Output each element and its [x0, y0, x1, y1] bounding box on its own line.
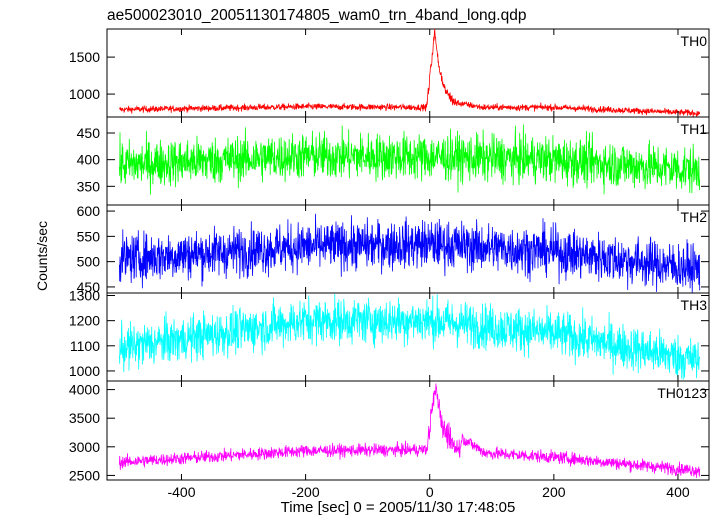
y-tick-label: 450	[77, 279, 101, 295]
series-th0	[119, 28, 701, 118]
y-tick-label: 350	[77, 178, 101, 194]
panel-th2: 450 500 550 600 TH2	[77, 203, 710, 295]
series-th3	[119, 293, 701, 380]
panel-frame	[106, 380, 710, 481]
y-tick-label: 2500	[69, 467, 100, 483]
x-tick-label: 0	[426, 484, 434, 500]
panel-name: TH0123	[657, 385, 707, 401]
panel-frame	[106, 28, 710, 118]
panel-th1: 350 400 450 TH1	[77, 116, 710, 206]
panels: 1000 1500 TH0 350 400 450 TH1 450 500 550 600 TH2 10…	[69, 28, 710, 500]
y-tick-label: 1300	[69, 288, 100, 304]
panel-name: TH0	[681, 33, 708, 49]
y-axis-label: Counts/sec	[34, 221, 50, 291]
y-tick-label: 500	[77, 254, 101, 270]
panel-name: TH3	[681, 297, 708, 313]
series-th0123	[119, 383, 701, 478]
x-tick-label: 200	[542, 484, 566, 500]
y-tick-label: 4000	[69, 382, 100, 398]
x-tick-label: -200	[292, 484, 320, 500]
y-tick-label: 600	[77, 203, 101, 219]
x-axis-label: Time [sec] 0 = 2005/11/30 17:48:05	[281, 499, 516, 516]
y-tick-label: 1500	[69, 49, 100, 65]
y-tick-label: 450	[77, 125, 101, 141]
y-tick-label: 1100	[70, 338, 100, 354]
y-tick-label: 1200	[69, 313, 100, 329]
panel-name: TH1	[681, 121, 708, 137]
series-th2	[119, 213, 701, 294]
y-tick-label: 1000	[69, 363, 100, 379]
y-tick-label: 550	[77, 228, 101, 244]
y-tick-label: 1000	[69, 86, 100, 102]
panel-name: TH2	[681, 209, 708, 225]
panel-th0123: 2500 3000 3500 4000 TH0123	[69, 380, 710, 483]
x-tick-label: 400	[666, 484, 690, 500]
panel-th0: 1000 1500 TH0	[69, 28, 710, 118]
y-tick-label: 400	[77, 152, 101, 168]
y-tick-label: 3000	[69, 439, 100, 455]
x-tick-label: -400	[167, 484, 195, 500]
y-tick-label: 3500	[69, 410, 100, 426]
panel-th3: 1000 1100 1200 1300 TH3	[69, 288, 710, 382]
series-th1	[119, 124, 701, 195]
chart-title: ae500023010_20051130174805_wam0_trn_4ban…	[107, 7, 526, 24]
